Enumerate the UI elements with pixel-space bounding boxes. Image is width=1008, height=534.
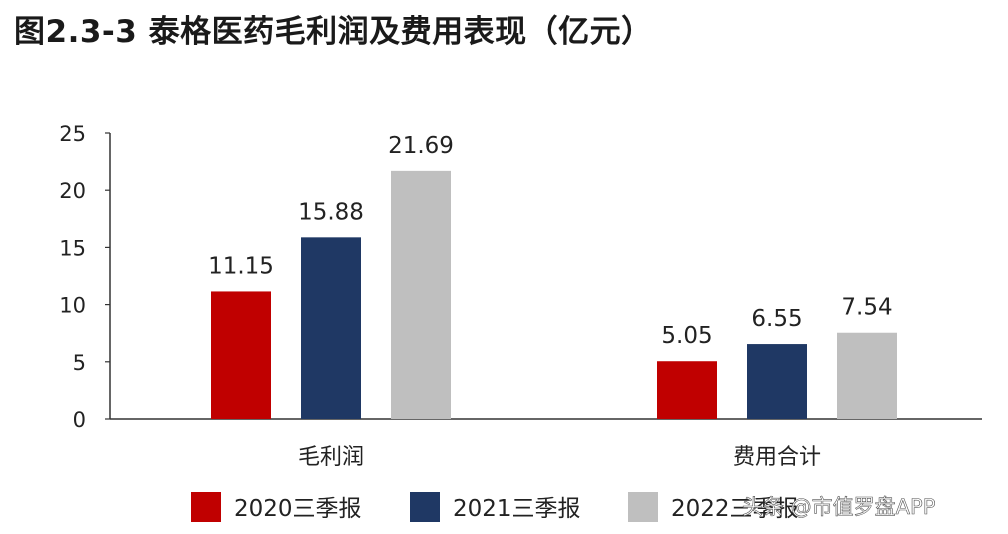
bar-1-2 bbox=[657, 361, 717, 419]
bar-3-1 bbox=[391, 170, 451, 419]
data-label: 5.05 bbox=[661, 323, 712, 349]
chart-axes: 0 5 10 15 20 25 毛利润 费用合计 bbox=[59, 122, 982, 470]
bar-3-2 bbox=[837, 332, 897, 419]
y-tick-label: 15 bbox=[59, 236, 86, 260]
bar-group bbox=[211, 170, 897, 419]
chart-title: 图2.3-3 泰格医药毛利润及费用表现（亿元） bbox=[14, 14, 653, 50]
y-tick-label: 25 bbox=[59, 122, 86, 146]
data-label: 11.15 bbox=[208, 253, 274, 279]
legend-swatch-1 bbox=[191, 492, 221, 522]
y-tick-label: 0 bbox=[73, 408, 86, 432]
legend-swatch-2 bbox=[410, 492, 440, 522]
data-label-group: 11.15 15.88 21.69 5.05 6.55 7.54 bbox=[208, 133, 893, 349]
data-label: 7.54 bbox=[841, 295, 892, 321]
y-tick-label: 20 bbox=[59, 179, 86, 203]
bar-2-2 bbox=[747, 344, 807, 419]
watermark: 头条 @市值罗盘APP bbox=[742, 495, 935, 519]
y-tick-label: 5 bbox=[73, 351, 86, 375]
legend-label: 2021三季报 bbox=[453, 496, 581, 522]
legend-label: 2022三季报 bbox=[671, 496, 799, 522]
x-category-label: 费用合计 bbox=[733, 445, 821, 470]
x-category-label: 毛利润 bbox=[298, 445, 364, 470]
bar-1-1 bbox=[211, 291, 271, 419]
legend-swatch-3 bbox=[628, 492, 658, 522]
data-label: 6.55 bbox=[751, 306, 802, 332]
y-tick-label: 10 bbox=[59, 294, 86, 318]
legend: 2020三季报 2021三季报 2022三季报 bbox=[191, 492, 799, 522]
legend-label: 2020三季报 bbox=[234, 496, 362, 522]
data-label: 21.69 bbox=[388, 133, 454, 159]
bar-2-1 bbox=[301, 237, 361, 419]
data-label: 15.88 bbox=[298, 199, 364, 225]
